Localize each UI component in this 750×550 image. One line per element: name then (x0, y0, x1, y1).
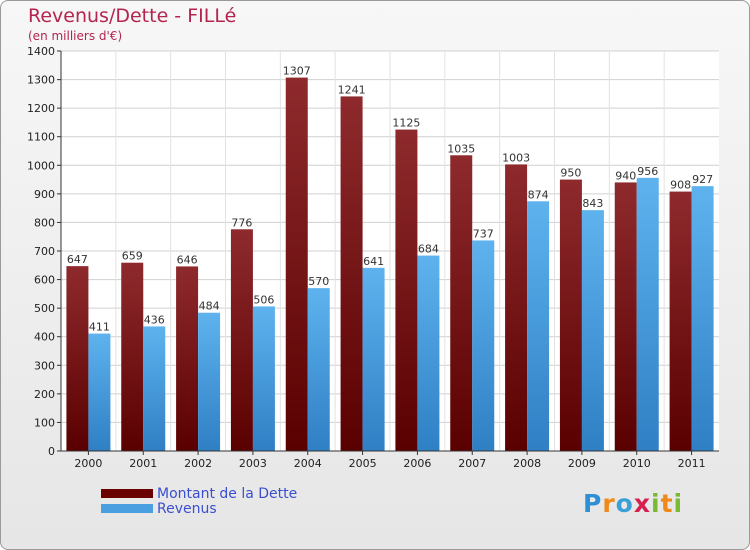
x-tick-label: 2004 (294, 457, 322, 470)
y-tick-label: 0 (48, 445, 55, 458)
data-label-debt-2010: 940 (615, 169, 636, 182)
legend-swatch-revenus (101, 504, 153, 513)
bar-revenus-2003 (252, 306, 275, 451)
data-label-revenus-2002: 484 (199, 300, 220, 313)
legend-swatch-debt (101, 489, 153, 498)
y-tick-label: 900 (34, 188, 55, 201)
x-tick-label: 2003 (239, 457, 267, 470)
grid (61, 50, 719, 452)
bar-revenus-2011 (691, 186, 714, 451)
bars: 647 411 659 436 646 484 776 506 1307 570 1241 641 11… (66, 65, 714, 452)
x-tick-label: 2000 (74, 457, 102, 470)
logo-letter: t (660, 489, 674, 518)
data-label-debt-2005: 1241 (338, 83, 366, 96)
data-label-debt-2009: 950 (560, 167, 581, 180)
x-tick-label: 2005 (349, 457, 377, 470)
y-tick-label: 1400 (27, 45, 55, 58)
y-tick-label: 100 (34, 416, 55, 429)
data-label-revenus-2006: 684 (418, 243, 439, 256)
data-label-revenus-2008: 874 (528, 188, 549, 201)
data-label-debt-2003: 776 (231, 216, 252, 229)
y-tick-label: 1100 (27, 131, 55, 144)
data-label-debt-2001: 659 (122, 250, 143, 263)
bar-debt-2009 (559, 179, 582, 452)
bar-debt-2008 (505, 164, 528, 451)
x-tick-label: 2008 (513, 457, 541, 470)
bar-revenus-2009 (581, 210, 604, 451)
y-tick-label: 600 (34, 274, 55, 287)
y-tick-label: 700 (34, 245, 55, 258)
bar-revenus-2001 (143, 326, 166, 451)
logo-letter: o (615, 489, 634, 518)
data-label-debt-2002: 646 (177, 253, 198, 266)
y-tick-label: 200 (34, 388, 55, 401)
bar-debt-2007 (450, 155, 473, 452)
data-label-revenus-2000: 411 (89, 321, 110, 334)
x-tick-label: 2009 (568, 457, 596, 470)
bar-revenus-2004 (307, 288, 330, 451)
chart-title: Revenus/Dette - FILLé (28, 5, 237, 27)
legend-label-revenus: Revenus (157, 501, 217, 517)
data-label-revenus-2004: 570 (308, 275, 329, 288)
data-label-debt-2007: 1035 (447, 142, 475, 155)
bar-debt-2011 (669, 191, 692, 452)
data-label-revenus-2009: 843 (582, 197, 603, 210)
logo-letter: r (602, 489, 616, 518)
data-label-debt-2011: 908 (670, 179, 691, 192)
bar-revenus-2000 (88, 333, 111, 451)
y-tick-label: 800 (34, 216, 55, 229)
bar-debt-2005 (340, 96, 363, 451)
data-label-revenus-2011: 927 (692, 173, 713, 186)
data-label-debt-2008: 1003 (502, 151, 530, 164)
bar-debt-2004 (285, 77, 308, 452)
data-label-debt-2004: 1307 (283, 65, 311, 78)
bar-revenus-2002 (198, 312, 221, 451)
chart-subtitle: (en milliers d'€) (28, 29, 123, 43)
bar-revenus-2007 (472, 240, 495, 451)
y-tick-label: 1000 (27, 159, 55, 172)
y-tick-label: 500 (34, 302, 55, 315)
data-label-revenus-2003: 506 (253, 293, 274, 306)
data-label-revenus-2007: 737 (473, 227, 494, 240)
bar-debt-2010 (614, 182, 637, 451)
data-label-debt-2000: 647 (67, 253, 88, 266)
y-tick-label: 1300 (27, 74, 55, 87)
bar-debt-2003 (230, 229, 253, 451)
proxiti-logo: Proxiti (583, 489, 683, 518)
x-tick-label: 2001 (129, 457, 157, 470)
bar-debt-2002 (176, 266, 199, 451)
x-tick-label: 2006 (403, 457, 431, 470)
x-tick-label: 2007 (458, 457, 486, 470)
x-tick-label: 2010 (623, 457, 651, 470)
data-label-revenus-2005: 641 (363, 255, 384, 268)
y-tick-label: 300 (34, 359, 55, 372)
axes: 0 100 200 300 400 500 600 700 800 900 1000 1100 1200… (27, 45, 719, 470)
bar-debt-2001 (121, 262, 144, 451)
bar-debt-2000 (66, 266, 89, 451)
bar-revenus-2005 (362, 267, 385, 451)
bar-revenus-2008 (527, 201, 550, 451)
x-tick-label: 2002 (184, 457, 212, 470)
legend-label-debt: Montant de la Dette (157, 486, 298, 502)
bar-debt-2006 (395, 129, 418, 452)
logo-letter: P (583, 489, 603, 518)
logo-letter: i (651, 489, 661, 518)
y-tick-label: 1200 (27, 102, 55, 115)
data-label-revenus-2010: 956 (637, 165, 658, 178)
x-tick-label: 2011 (678, 457, 706, 470)
logo-letter: x (633, 489, 651, 518)
data-label-debt-2006: 1125 (392, 117, 420, 130)
data-label-revenus-2001: 436 (144, 313, 165, 326)
bar-revenus-2010 (636, 177, 659, 451)
logo-letter: i (673, 489, 684, 518)
bar-revenus-2006 (417, 255, 440, 451)
y-tick-label: 400 (34, 331, 55, 344)
